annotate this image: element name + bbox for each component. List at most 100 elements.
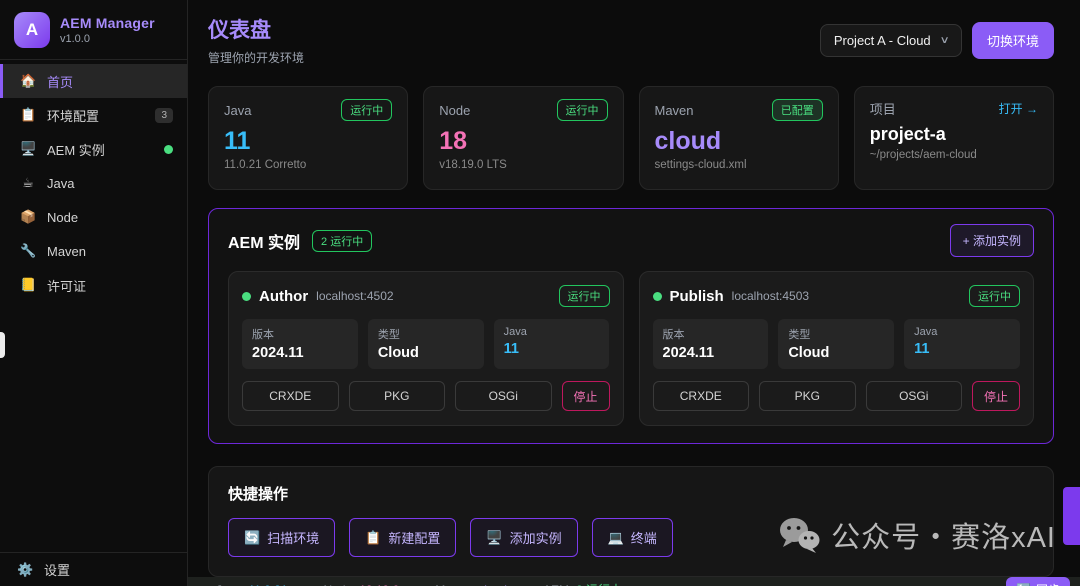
settings-label: 设置 (44, 563, 71, 578)
status-badge: 运行中 (558, 285, 610, 307)
stat-version: 版本 2024.11 (242, 319, 358, 369)
aem-instances-section: AEM 实例 2 运行中 + 添加实例 Author localhost:450… (208, 208, 1054, 444)
switch-environment-button[interactable]: 切换环境 (971, 21, 1054, 59)
status-badge: 运行中 (969, 285, 1020, 307)
stat-cards-row: Java 运行中 11 11.0.21 Corretto Node 运行中 18… (208, 86, 1054, 190)
open-project-link[interactable]: 打开 → (998, 102, 1038, 116)
card-subtext: 11.0.21 Corretto (224, 159, 307, 172)
sidebar-item-home[interactable]: 🏠 首页 (0, 64, 187, 98)
card-subtext: settings-cloud.xml (654, 159, 747, 172)
header-controls: Project A - Cloud ∨ 切换环境 (819, 21, 1054, 59)
wrench-icon: 🔧 (20, 243, 37, 258)
quick-actions-title: 快捷操作 (228, 486, 289, 503)
sidebar-item-label: AEM 实例 (47, 142, 105, 158)
app-version: v1.0.0 (60, 32, 90, 45)
sidebar-item-node[interactable]: 📦 Node (0, 200, 187, 234)
pkg-button[interactable]: PKG (348, 381, 445, 411)
quick-actions-row: 🔄 扫描环境 📋 新建配置 🖥️ 添加实例 💻 终端 (228, 518, 1034, 557)
stop-button[interactable]: 停止 (972, 381, 1020, 411)
environment-select[interactable]: Project A - Cloud ∨ (819, 23, 962, 57)
chevron-down-icon: ∨ (939, 34, 950, 46)
aem-section-header: AEM 实例 2 运行中 + 添加实例 (228, 224, 1034, 257)
sidebar-nav: 🏠 首页 📋 环境配置 3 🖥️ AEM 实例 ☕ Java 📦 Node (0, 60, 187, 552)
sidebar-item-label: Java (47, 175, 75, 191)
stat-java: Java 11 (904, 319, 1020, 369)
scan-environment-button[interactable]: 🔄 扫描环境 (228, 518, 336, 557)
osgi-button[interactable]: OSGi (455, 381, 552, 411)
sidebar-item-settings[interactable]: ⚙️ 设置 (0, 552, 187, 586)
page-header: 仪表盘 管理你的开发环境 Project A - Cloud ∨ 切换环境 (208, 14, 1054, 66)
sidebar-item-label: 首页 (47, 74, 74, 90)
laptop-icon: 💻 (607, 529, 624, 545)
instance-stats: 版本 2024.11 类型 Cloud Java 11 (652, 319, 1021, 369)
home-icon: 🏠 (20, 73, 37, 88)
stat-java: Java 11 (493, 319, 610, 369)
quick-actions-section: 快捷操作 🔄 扫描环境 📋 新建配置 🖥️ 添加实例 (208, 466, 1054, 577)
instance-stats: 版本 2024.11 类型 Cloud Java 11 (242, 319, 610, 369)
status-badge: 运行中 (556, 99, 608, 121)
main-content: 仪表盘 管理你的开发环境 Project A - Cloud ∨ 切换环境 Ja… (188, 0, 1080, 577)
sidebar-item-env-config[interactable]: 📋 环境配置 3 (0, 98, 187, 132)
card-value: project-a (869, 124, 946, 144)
instance-actions: CRXDE PKG OSGi 停止 (242, 381, 610, 411)
status-badge: 已配置 (771, 99, 823, 121)
stat-card-maven[interactable]: Maven 已配置 cloud settings-cloud.xml (638, 86, 839, 190)
instance-card-publish: Publish localhost:4503 运行中 版本 2024.11 类型 (638, 271, 1034, 426)
sidebar: A AEM Manager v1.0.0 🏠 首页 📋 环境配置 3 🖥️ AE… (0, 0, 188, 586)
add-instance-button[interactable]: + 添加实例 (949, 224, 1034, 257)
page-title: 仪表盘 (208, 19, 271, 42)
running-count-badge: 2 运行中 (312, 229, 373, 252)
watermark-cursor-bar (1063, 487, 1080, 545)
page-subtitle: 管理你的开发环境 (208, 51, 305, 65)
app-logo: A AEM Manager v1.0.0 (0, 0, 187, 60)
running-status-dot (242, 291, 251, 301)
sidebar-item-label: 许可证 (47, 278, 87, 294)
pkg-button[interactable]: PKG (759, 381, 856, 411)
main-area: 仪表盘 管理你的开发环境 Project A - Cloud ∨ 切换环境 Ja… (188, 0, 1080, 586)
app-title-block: AEM Manager v1.0.0 (60, 15, 155, 45)
card-subtext: v18.19.0 LTS (439, 159, 507, 172)
stat-card-node[interactable]: Node 运行中 18 v18.19.0 LTS (423, 86, 624, 190)
sidebar-item-java[interactable]: ☕ Java (0, 166, 187, 200)
status-badge: 运行中 (341, 99, 393, 121)
monitor-icon: 🖥️ (486, 529, 503, 545)
stat-version: 版本 2024.11 (652, 319, 769, 369)
card-value: 18 (439, 127, 468, 155)
new-config-button[interactable]: 📋 新建配置 (349, 518, 457, 557)
instance-actions: CRXDE PKG OSGi 停止 (652, 381, 1020, 411)
aem-section-title: AEM 实例 (228, 234, 301, 252)
sidebar-item-license[interactable]: 📒 许可证 (0, 268, 187, 302)
coffee-icon: ☕ (22, 175, 34, 190)
sidebar-item-label: Maven (47, 243, 87, 259)
instance-host: localhost:4502 (316, 289, 394, 303)
monitor-icon: 🖥️ (20, 141, 37, 156)
ledger-icon: 📒 (20, 277, 37, 292)
stop-button[interactable]: 停止 (561, 381, 610, 411)
stat-card-java[interactable]: Java 运行中 11 11.0.21 Corretto (208, 86, 409, 190)
crxde-button[interactable]: CRXDE (242, 381, 339, 411)
terminal-button[interactable]: 💻 终端 (591, 518, 673, 557)
card-subtext: ~/projects/aem-cloud (869, 148, 977, 161)
osgi-button[interactable]: OSGi (865, 381, 962, 411)
sync-button[interactable]: 🔄 同步 (1006, 577, 1070, 586)
clipboard-icon: 📋 (20, 107, 37, 122)
stat-type: 类型 Cloud (367, 319, 484, 369)
app-logo-icon: A (14, 11, 50, 48)
instance-host: localhost:4503 (731, 289, 810, 303)
running-status-dot (164, 144, 173, 154)
sidebar-item-maven[interactable]: 🔧 Maven (0, 234, 187, 268)
crxde-button[interactable]: CRXDE (652, 381, 749, 411)
card-label: Maven (654, 102, 694, 118)
env-config-count-badge: 3 (155, 107, 173, 123)
left-edge-marker (0, 332, 5, 358)
add-instance-quick-button[interactable]: 🖥️ 添加实例 (470, 518, 578, 557)
environment-select-value: Project A - Cloud (833, 32, 931, 48)
stat-card-project[interactable]: 项目 打开 → project-a ~/projects/aem-cloud (853, 86, 1054, 190)
status-maven: Maven cloud (421, 583, 507, 586)
sidebar-item-label: 环境配置 (47, 108, 100, 124)
refresh-icon: 🔄 (244, 529, 261, 545)
status-aem: AEM 2 运行中 (529, 581, 622, 586)
card-label: Node (439, 102, 471, 118)
sidebar-item-aem-instances[interactable]: 🖥️ AEM 实例 (0, 132, 187, 166)
